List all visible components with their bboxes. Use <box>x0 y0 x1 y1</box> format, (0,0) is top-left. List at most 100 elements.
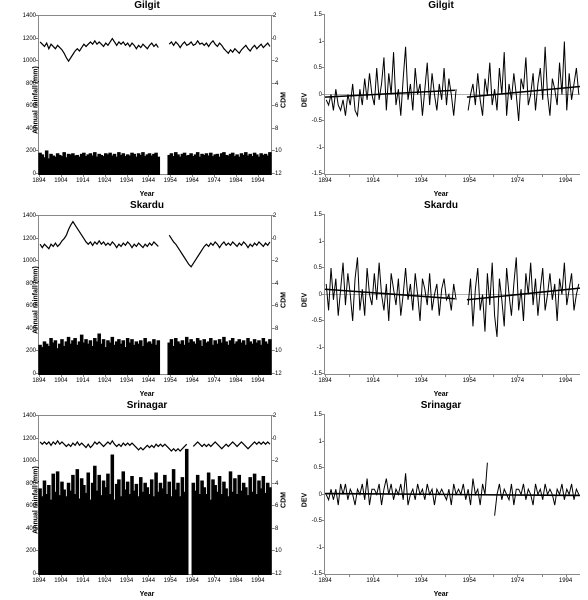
xtick: 1914 <box>76 378 89 384</box>
tick-mark <box>493 574 494 577</box>
xtick: 1974 <box>511 578 524 584</box>
ylabel-dev: DEV <box>302 293 309 307</box>
xlabel: Year <box>294 591 588 598</box>
ytick-left: 1000 <box>21 458 36 464</box>
tick-mark <box>373 174 374 177</box>
ytick-dev: -1.5 <box>307 171 322 177</box>
ytick-right: -2 <box>273 58 285 64</box>
xtick: 1934 <box>120 378 133 384</box>
xtick: 1904 <box>54 378 67 384</box>
ylabel-left: Annual rainfall (mm) <box>32 466 39 534</box>
xlabel: Year <box>294 391 588 398</box>
ytick-dev: 0.5 <box>307 65 322 71</box>
ytick-right: -12 <box>273 171 285 177</box>
tick-mark <box>542 374 543 377</box>
xtick: 1924 <box>98 578 111 584</box>
xtick: 1914 <box>366 578 379 584</box>
xtick: 1904 <box>54 578 67 584</box>
ylabel-right: CDM <box>281 92 288 108</box>
bar <box>269 153 271 174</box>
tick-mark <box>493 374 494 377</box>
panel-title: Gilgit <box>0 0 294 11</box>
tick-mark <box>271 83 274 84</box>
tick-mark <box>566 174 567 177</box>
xtick: 1994 <box>251 578 264 584</box>
xlabel: Year <box>0 391 294 398</box>
ytick-right: -12 <box>273 571 285 577</box>
xtick: 1974 <box>207 178 220 184</box>
tick-mark <box>271 283 274 284</box>
ytick-right: 0 <box>273 436 285 442</box>
xtick: 1934 <box>415 178 428 184</box>
ytick-left: 0 <box>21 171 36 177</box>
xtick: 1944 <box>142 378 155 384</box>
tick-mark <box>517 174 518 177</box>
ylabel-right: CDM <box>281 292 288 308</box>
xtick: 1994 <box>251 378 264 384</box>
ytick-left: 1200 <box>21 436 36 442</box>
xtick: 1894 <box>318 578 331 584</box>
tick-mark <box>271 38 274 39</box>
tick-mark <box>271 328 274 329</box>
ylabel-left: Annual rainfall (mm) <box>32 266 39 334</box>
left-panel-skardu: Skardu0200400600800100012001400-12-10-8-… <box>0 200 294 400</box>
ytick-left: 0 <box>21 371 36 377</box>
tick-mark <box>271 415 274 416</box>
tick-mark <box>271 15 274 16</box>
ytick-left: 200 <box>21 348 36 354</box>
tick-mark <box>469 374 470 377</box>
tick-mark <box>271 305 274 306</box>
tick-mark <box>445 174 446 177</box>
ytick-dev: -1.5 <box>307 371 322 377</box>
ylabel-left: Annual rainfall (mm) <box>32 66 39 134</box>
xtick: 1954 <box>164 578 177 584</box>
ytick-dev: -0.5 <box>307 518 322 524</box>
bar <box>158 341 160 374</box>
cdm-line <box>40 222 270 267</box>
plot-area: 0200400600800100012001400-12-10-8-6-4-20… <box>38 15 272 175</box>
panel-title: Gilgit <box>294 0 588 11</box>
trend-line <box>325 90 455 97</box>
tick-mark <box>542 574 543 577</box>
ytick-right: -2 <box>273 458 285 464</box>
tick-mark <box>271 215 274 216</box>
ytick-dev: 1 <box>307 239 322 245</box>
ytick-left: 1400 <box>21 13 36 19</box>
ytick-dev: -0.5 <box>307 318 322 324</box>
plot-svg <box>325 15 580 174</box>
ytick-dev: -1 <box>307 145 322 151</box>
ytick-left: 1000 <box>21 58 36 64</box>
plot-area: -1.5-1-0.500.511.51894191419341954197419… <box>324 415 580 575</box>
ytick-right: -2 <box>273 258 285 264</box>
panel-title: Skardu <box>294 200 588 211</box>
ytick-right: -8 <box>273 526 285 532</box>
tick-mark <box>271 60 274 61</box>
xtick: 1924 <box>98 378 111 384</box>
xtick: 1954 <box>463 178 476 184</box>
xtick: 1944 <box>142 178 155 184</box>
ylabel-dev: DEV <box>302 93 309 107</box>
ytick-dev: 0 <box>307 92 322 98</box>
ytick-right: -10 <box>273 548 285 554</box>
xtick: 1974 <box>511 178 524 184</box>
ytick-right: -4 <box>273 281 285 287</box>
plot-svg <box>39 16 271 174</box>
plot-svg <box>325 415 580 574</box>
panel-title: Srinagar <box>294 400 588 411</box>
tick-mark <box>566 374 567 377</box>
ytick-right: 0 <box>273 236 285 242</box>
ytick-dev: 1.5 <box>307 12 322 18</box>
tick-mark <box>469 174 470 177</box>
tick-mark <box>373 574 374 577</box>
xtick: 1894 <box>32 378 45 384</box>
left-panel-gilgit: Gilgit 0200400600800100012001400-12-10-8-… <box>0 0 294 200</box>
right-panel-srinagar: Srinagar -1.5-1-0.500.511.518941914193419… <box>294 400 588 600</box>
xtick: 1894 <box>318 378 331 384</box>
tick-mark <box>421 374 422 377</box>
xtick: 1994 <box>559 378 572 384</box>
xtick: 1954 <box>164 178 177 184</box>
tick-mark <box>271 260 274 261</box>
ytick-left: 200 <box>21 148 36 154</box>
xtick: 1954 <box>463 578 476 584</box>
xlabel: Year <box>0 191 294 198</box>
